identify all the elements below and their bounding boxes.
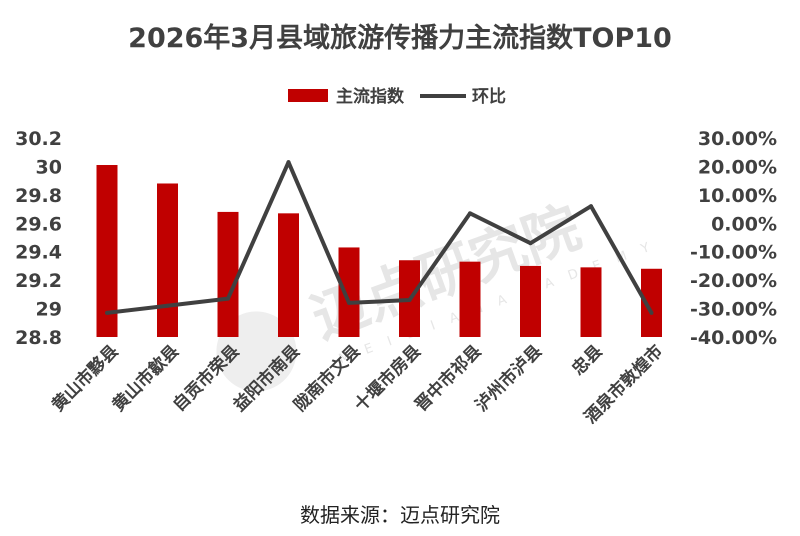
bar bbox=[459, 261, 481, 337]
y-left-tick-label: 29 bbox=[36, 299, 62, 321]
y-right-tick-label: -10.00% bbox=[690, 242, 777, 264]
line-point bbox=[226, 296, 230, 301]
y-right-tick-label: 20.00% bbox=[698, 156, 777, 178]
bar bbox=[157, 183, 178, 337]
legend: 主流指数 环比 bbox=[288, 86, 506, 107]
bar bbox=[96, 165, 118, 337]
x-axis: 黄山市黟县黄山市歙县自贡市荣县益阳市南县陇南市文县十堰市房县晋中市祁县泸州市泸县… bbox=[48, 341, 667, 428]
y-left-tick-label: 29.6 bbox=[15, 213, 62, 235]
y-axis-left: 30.2 30 29.8 29.6 29.4 29.2 29 28.8 bbox=[15, 128, 62, 349]
line-point bbox=[589, 204, 593, 209]
line-point bbox=[347, 300, 351, 305]
line-series bbox=[105, 160, 654, 315]
line-point bbox=[649, 310, 654, 315]
y-left-tick-label: 29.4 bbox=[15, 242, 62, 264]
line-point bbox=[165, 303, 170, 308]
x-tick-label: 泸州市泸县 bbox=[471, 341, 546, 416]
bar bbox=[520, 265, 541, 337]
bar bbox=[338, 247, 360, 337]
y-left-tick-label: 30 bbox=[36, 156, 62, 178]
bar bbox=[278, 213, 299, 337]
bar bbox=[217, 211, 239, 337]
y-axis-right: 30.00% 20.00% 10.00% 0.00% -10.00% -20.00% -30… bbox=[690, 128, 777, 349]
y-right-tick-label: 30.00% bbox=[698, 128, 777, 150]
bar-series bbox=[96, 165, 662, 337]
y-right-tick-label: -20.00% bbox=[690, 270, 777, 292]
bar bbox=[580, 267, 602, 337]
line-point bbox=[468, 211, 472, 216]
source-note: 数据来源：迈点研究院 bbox=[300, 503, 500, 527]
legend-swatch-bar bbox=[288, 89, 328, 102]
line-point bbox=[286, 160, 291, 165]
line-point bbox=[528, 241, 533, 246]
y-right-tick-label: 0.00% bbox=[711, 213, 777, 235]
legend-label-line: 环比 bbox=[472, 86, 506, 107]
y-right-tick-label: -40.00% bbox=[690, 327, 777, 349]
y-right-tick-label: -30.00% bbox=[690, 299, 777, 321]
y-right-tick-label: 10.00% bbox=[698, 185, 777, 207]
bar bbox=[641, 268, 662, 337]
x-tick-label: 忠县 bbox=[568, 341, 607, 380]
line-path bbox=[106, 160, 654, 315]
line-point bbox=[105, 310, 109, 315]
y-left-tick-label: 29.8 bbox=[15, 185, 62, 207]
y-left-tick-label: 28.8 bbox=[15, 327, 62, 349]
y-left-tick-label: 30.2 bbox=[15, 128, 62, 150]
chart-title: 2026年3月县域旅游传播力主流指数TOP10 bbox=[128, 22, 672, 54]
y-left-tick-label: 29.2 bbox=[15, 270, 62, 292]
line-point bbox=[407, 298, 412, 303]
legend-label-bar: 主流指数 bbox=[336, 86, 405, 107]
